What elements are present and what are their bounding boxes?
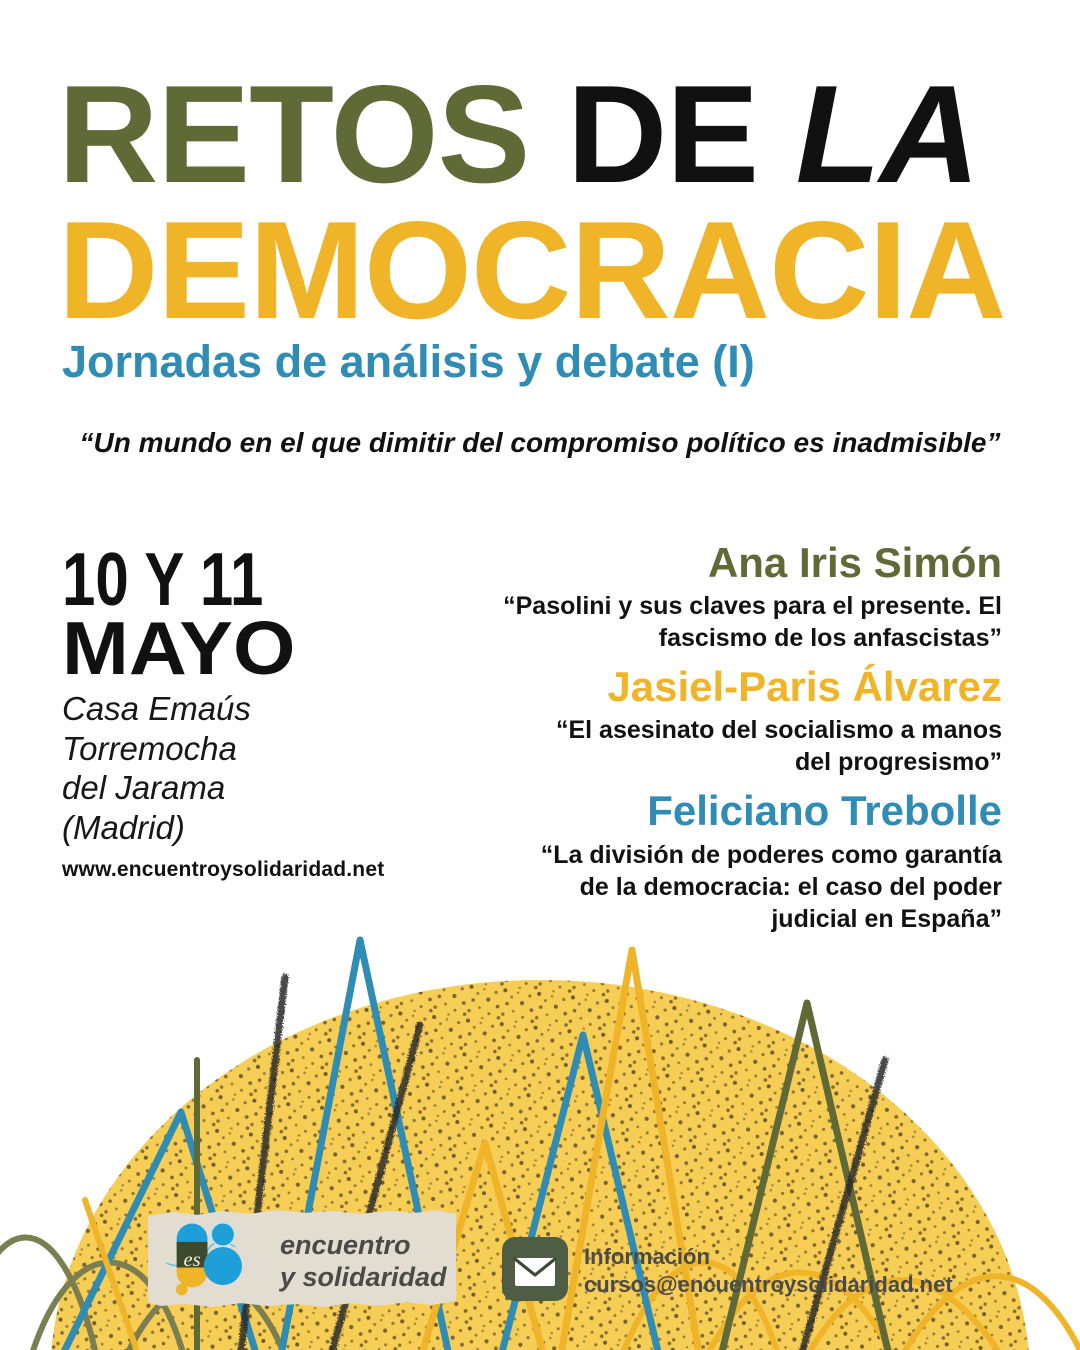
svg-text:es: es xyxy=(184,1249,201,1271)
